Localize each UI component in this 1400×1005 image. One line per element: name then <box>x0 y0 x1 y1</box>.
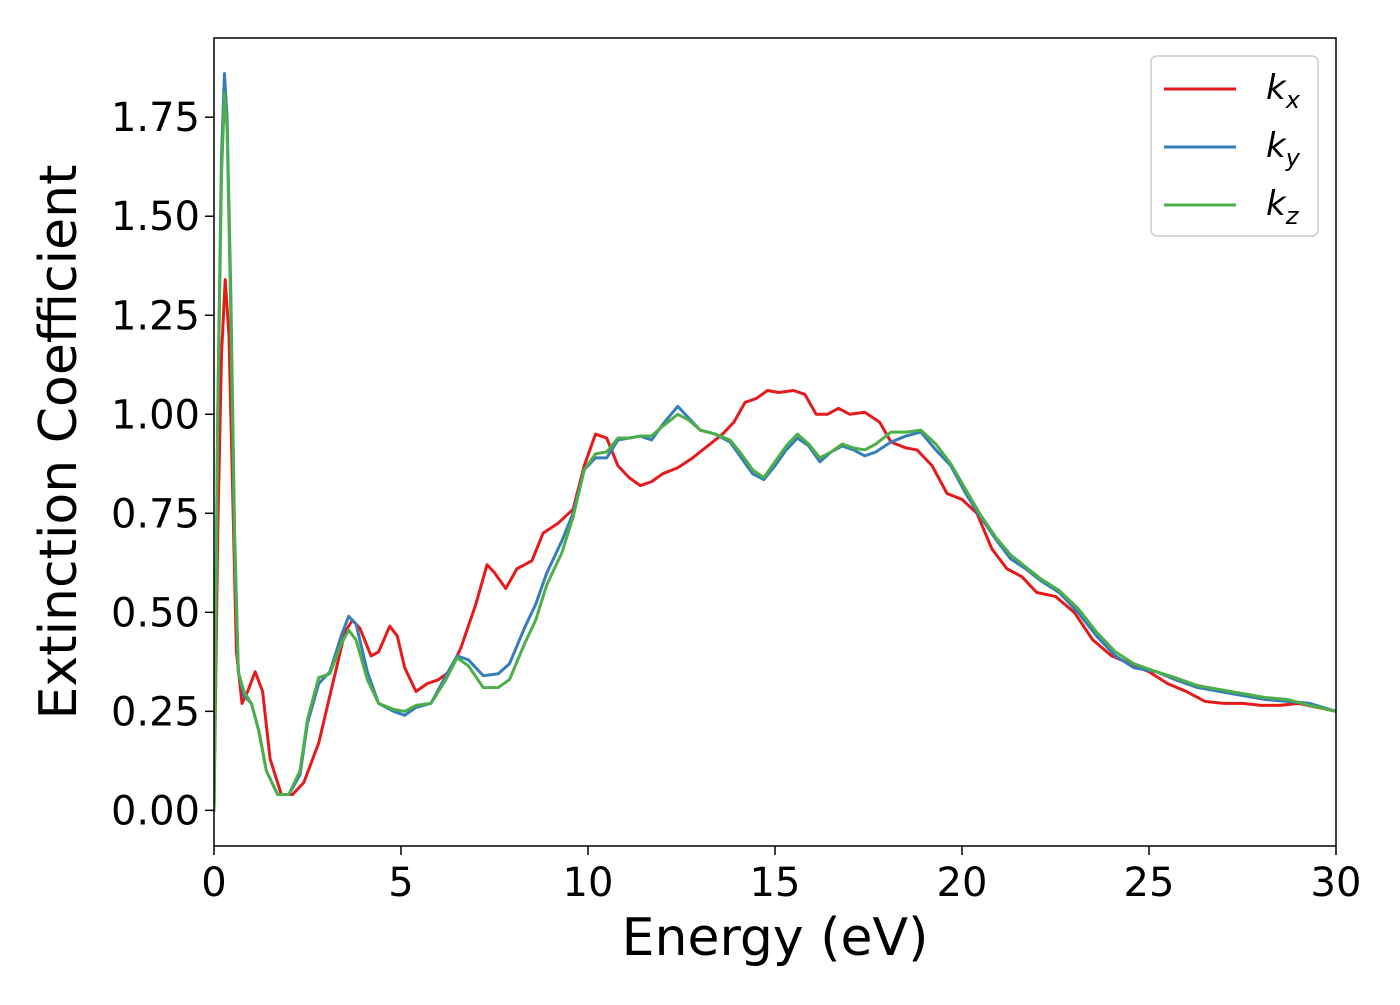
series-line-k-z <box>214 91 1336 812</box>
x-tick-label: 20 <box>937 860 988 906</box>
y-axis-label: Extinction Coefficient <box>29 165 89 720</box>
x-tick-label: 10 <box>563 860 614 906</box>
y-tick-label: 0.50 <box>111 590 200 636</box>
y-tick-label: 0.00 <box>111 788 200 834</box>
x-tick-label: 25 <box>1124 860 1175 906</box>
y-tick-label: 0.75 <box>111 491 200 537</box>
plot-area <box>214 72 1336 812</box>
y-tick-label: 1.75 <box>111 95 200 141</box>
y-tick-label: 1.00 <box>111 392 200 438</box>
x-tick-label: 0 <box>201 860 226 906</box>
x-axis: 0 5 10 15 20 25 30 <box>201 846 1361 906</box>
series-line-k-x <box>214 278 1336 812</box>
y-tick-label: 1.25 <box>111 293 200 339</box>
y-tick-label: 0.25 <box>111 689 200 735</box>
x-tick-label: 15 <box>750 860 801 906</box>
x-tick-label: 30 <box>1311 860 1362 906</box>
x-axis-label: Energy (eV) <box>622 908 929 968</box>
y-axis: 0.00 0.25 0.50 0.75 1.00 1.25 1.50 1.75 <box>111 95 214 834</box>
y-tick-label: 1.50 <box>111 194 200 240</box>
x-tick-label: 5 <box>388 860 413 906</box>
